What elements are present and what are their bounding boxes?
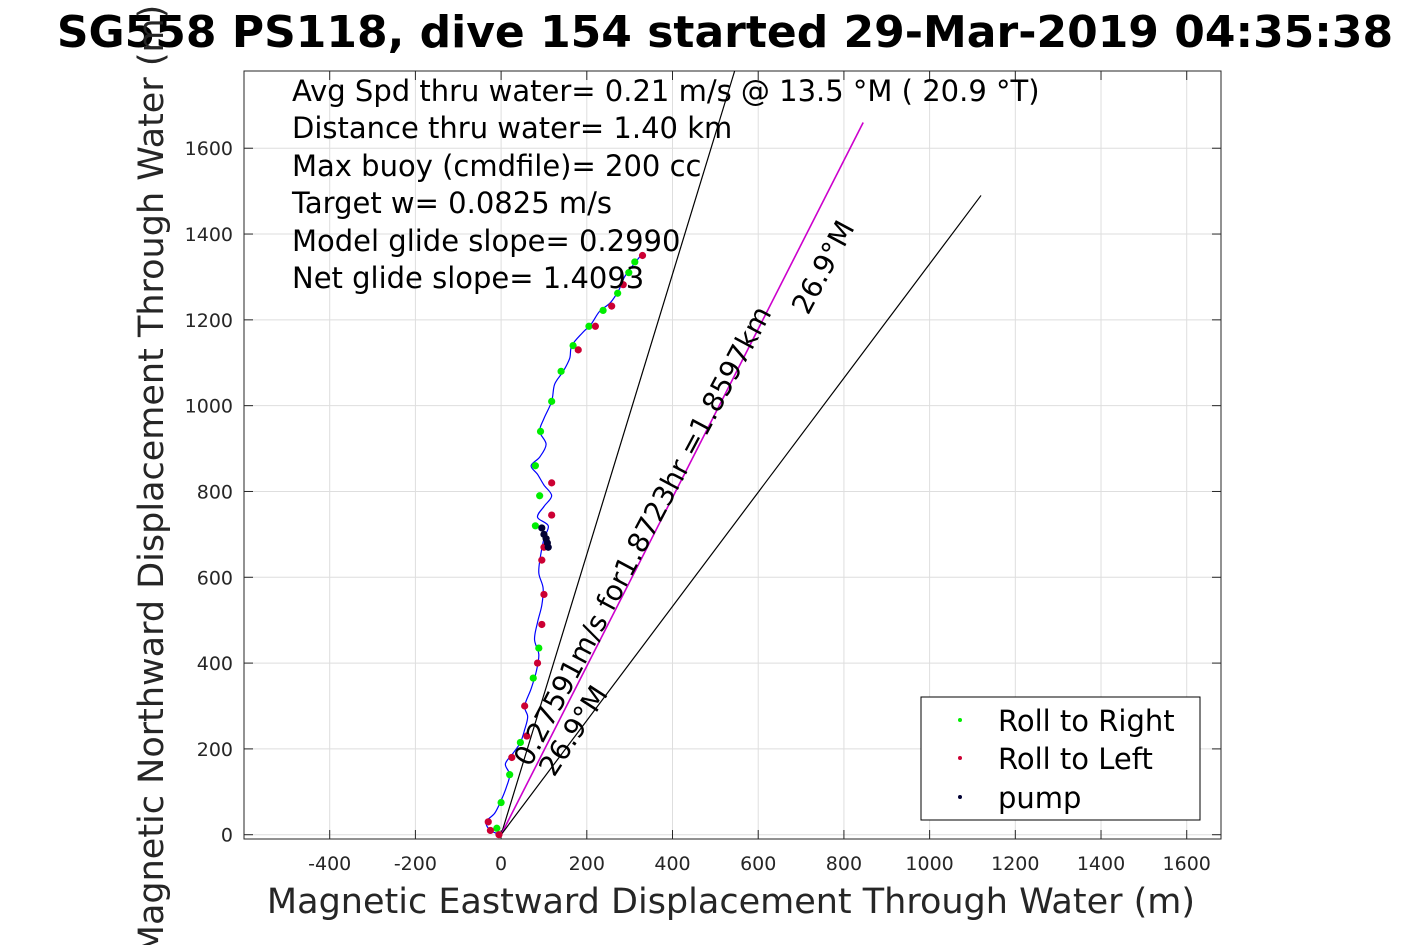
legend-marker-roll-right [958, 718, 962, 722]
x-tick-label: 800 [826, 853, 862, 875]
data-point [536, 492, 544, 500]
data-point [591, 322, 599, 330]
data-point [484, 818, 492, 826]
y-tick-label: 1600 [185, 138, 233, 160]
data-point [493, 824, 501, 832]
y-tick-label: 0 [221, 825, 233, 847]
reference-line-upper-bound [500, 70, 736, 835]
x-tick-label: 1600 [1163, 853, 1211, 875]
legend-label-roll-right: Roll to Right [998, 704, 1175, 738]
data-point [548, 397, 556, 405]
info-model-glide-slope: Model glide slope= 0.2990 [292, 224, 680, 258]
data-point [533, 659, 542, 667]
data-point [557, 367, 565, 375]
data-point [523, 732, 531, 740]
data-point [544, 543, 552, 551]
reference-line-heading [500, 122, 864, 836]
y-tick-label: 200 [197, 739, 233, 761]
data-point [548, 479, 556, 487]
data-point [608, 302, 616, 310]
data-point [506, 771, 514, 779]
info-net-glide-slope: Net glide slope= 1.4093 [292, 261, 644, 295]
data-point [538, 556, 546, 564]
legend-label-roll-left: Roll to Left [998, 742, 1153, 776]
info-annotations: Avg Spd thru water= 0.21 m/s @ 13.5 °M (… [291, 74, 1040, 295]
y-tick-label: 1400 [185, 224, 233, 246]
x-tick-label: -200 [394, 853, 437, 875]
x-tick-label: 200 [569, 853, 605, 875]
x-tick-label: 600 [740, 853, 776, 875]
x-tick-label: 400 [654, 853, 690, 875]
ticks: -400 -200 0 200 400 600 800 1000 1200 1400 1600 0 20… [185, 71, 1221, 875]
data-point [538, 620, 546, 629]
plot-frame [243, 70, 1222, 840]
data-point [486, 826, 494, 835]
info-distance: Distance thru water= 1.40 km [292, 111, 732, 145]
data-points [484, 251, 647, 839]
x-tick-label: 1200 [991, 853, 1039, 875]
data-point [497, 798, 505, 807]
x-tick-label: 1000 [905, 853, 953, 875]
data-point [536, 427, 545, 436]
y-tick-label: 1000 [185, 396, 233, 418]
data-point [531, 462, 539, 470]
legend-box [920, 696, 1201, 821]
data-point [538, 524, 546, 532]
legend-label-pump: pump [998, 781, 1081, 815]
reference-line-lower-bound [500, 195, 982, 836]
y-tick-label: 600 [197, 567, 233, 589]
data-point [625, 269, 633, 277]
chart-title: SG558 PS118, dive 154 started 29-Mar-201… [57, 7, 1393, 58]
y-tick-label: 800 [197, 481, 233, 503]
data-point [574, 346, 582, 354]
info-avg-speed: Avg Spd thru water= 0.21 m/s @ 13.5 °M (… [292, 74, 1040, 108]
y-tick-label: 1200 [185, 310, 233, 332]
data-point [548, 511, 556, 519]
data-point [619, 281, 627, 289]
y-tick-label: 400 [197, 653, 233, 675]
data-point [585, 322, 593, 330]
data-point [508, 753, 516, 762]
info-max-buoy: Max buoy (cmdfile)= 200 cc [292, 149, 701, 183]
data-point [540, 590, 548, 599]
reference-lines [500, 70, 982, 836]
x-tick-label: -400 [308, 853, 351, 875]
data-point [531, 522, 539, 530]
x-axis-label: Magnetic Eastward Displacement Through W… [267, 882, 1195, 922]
data-point [495, 831, 503, 839]
data-point [599, 306, 607, 315]
data-point [569, 341, 577, 350]
data-point [535, 644, 543, 652]
data-point [631, 258, 639, 266]
legend-marker-roll-left [958, 756, 962, 760]
data-point [614, 289, 622, 297]
data-point [529, 674, 537, 682]
x-tick-label: 1400 [1077, 853, 1125, 875]
x-tick-label: 0 [495, 853, 507, 875]
info-target-w: Target w= 0.0825 m/s [291, 186, 612, 220]
data-point [521, 702, 529, 710]
legend-marker-pump [958, 795, 962, 799]
y-axis-label: Magnetic Northward Displacement Through … [132, 5, 172, 945]
data-point [638, 251, 647, 260]
legend: Roll to Right Roll to Left pump [920, 696, 1201, 821]
data-point [516, 738, 524, 747]
